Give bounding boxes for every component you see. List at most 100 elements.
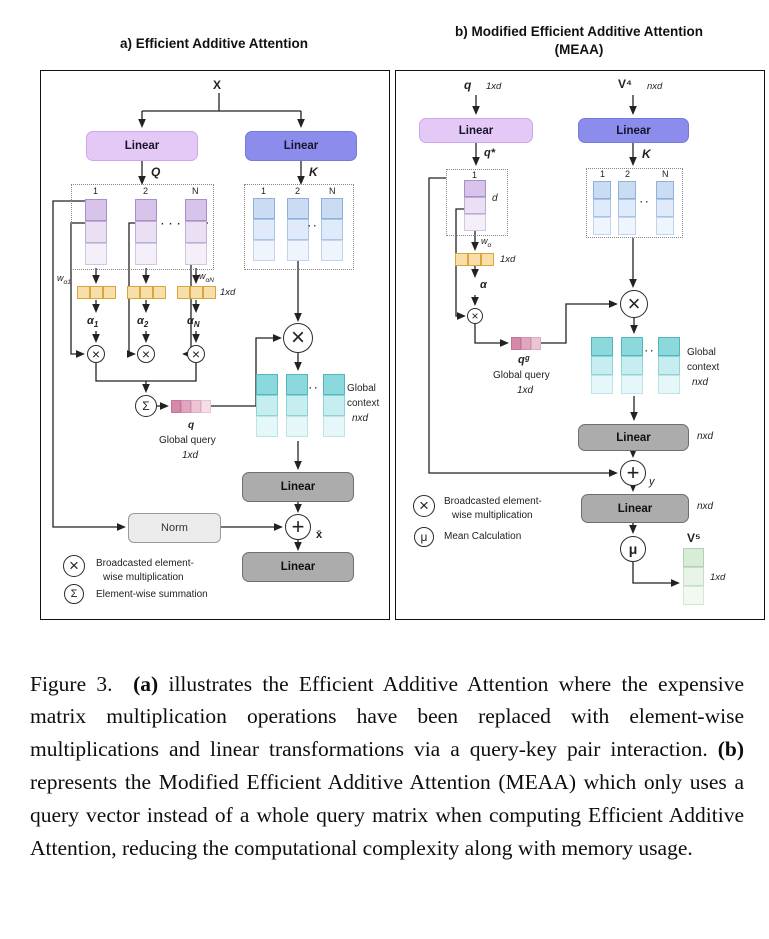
matrix-cell [656,199,674,217]
key-col-1-label: 1 [261,186,267,196]
query-col-n-label: N [192,186,199,196]
matrix-cell [286,416,308,437]
global-context-dim: nxd [692,377,709,388]
panel-b-meaa: q 1xd V⁴ nxd Linear Linear q* K 1 d 1 2 … [395,70,765,620]
panel-a-title: a) Efficient Additive Attention [120,36,308,51]
matrix-cell [85,221,107,243]
linear-context-box: Linear [242,472,354,502]
query-vector-column [464,180,486,231]
matrix-cell [531,337,541,350]
alpha-label: α [480,279,487,291]
multiply-node: × [187,345,205,363]
key-col-1-label: 1 [600,169,606,179]
matrix-cell [464,180,486,197]
key-col-2-label: 2 [625,169,631,179]
matrix-cell [287,198,309,219]
global-query-vector [511,337,541,350]
key-col-n-label: N [662,169,669,179]
matrix-cell [191,400,201,413]
matrix-cell [658,337,680,356]
key-ellipsis: · · [640,197,649,207]
q-input-dim: 1xd [486,81,502,92]
v4-input-label: V⁴ [618,77,632,91]
matrix-cell [656,217,674,235]
norm-box: Norm [128,513,221,543]
input-x-label: X [213,78,222,92]
matrix-cell [464,197,486,214]
caption-b-text: represents the Modified Efficient Additi… [30,770,744,860]
matrix-cell [321,219,343,240]
key-matrix-box [586,168,683,238]
matrix-cell [185,199,207,221]
d-dim-label: d [492,193,498,204]
global-context-label-1: Global [347,383,376,394]
query-vector-box [446,169,508,236]
linear-query-box: Linear [86,131,198,161]
key-column [287,198,309,261]
y-label: y [649,476,655,488]
alpha2-label: α2 [137,315,149,330]
global-query-name: q [188,420,195,431]
matrix-cell [683,548,704,567]
matrix-cell [593,181,611,199]
weight-row [177,286,216,299]
legend-multiply-icon: × [63,555,85,577]
matrix-cell [153,286,166,299]
matrix-cell [190,286,203,299]
matrix-cell [593,199,611,217]
matrix-cell [135,199,157,221]
matrix-cell [481,253,494,266]
legend-sum-label: Element-wise summation [96,589,208,600]
caption-b-marker: (b) [717,737,744,762]
sum-node: Σ [135,395,157,417]
key-column [656,181,674,235]
matrix-cell [135,221,157,243]
matrix-cell [286,374,308,395]
output-column [683,548,704,605]
matrix-cell [185,243,207,265]
context-column [591,337,613,394]
multiply-node: × [467,308,483,324]
matrix-cell [323,416,345,437]
k-matrix-label: K [309,165,318,179]
matrix-cell [85,243,107,265]
context-ellipsis: · · [645,346,654,356]
matrix-cell [658,375,680,394]
matrix-cell [321,198,343,219]
key-col-2-label: 2 [295,186,301,196]
mean-node: μ [620,536,646,562]
linear-output-box: Linear [581,494,689,523]
weight-row [455,253,494,266]
matrix-cell [103,286,116,299]
matrix-cell [85,199,107,221]
panel-b-title-line1: b) Modified Efficient Additive Attention [455,24,703,39]
matrix-cell [256,374,278,395]
weight-row [127,286,166,299]
matrix-cell [253,198,275,219]
matrix-cell [658,356,680,375]
matrix-cell [621,337,643,356]
v5-output-label: V⁵ [687,531,701,545]
matrix-cell [656,181,674,199]
multiply-node: × [137,345,155,363]
v5-output-dim: 1xd [710,572,726,583]
context-column [323,374,345,437]
key-column [253,198,275,261]
matrix-cell [253,219,275,240]
context-ellipsis: · · [309,383,318,393]
matrix-cell [683,586,704,605]
linear-context-box: Linear [578,424,689,451]
query-column [135,199,157,265]
add-node: + [620,460,646,486]
alphaN-label: αN [187,315,200,330]
matrix-cell [201,400,211,413]
key-matrix-box [244,184,354,270]
matrix-cell [253,240,275,261]
w-alphaN-label: wαN [199,271,214,284]
v4-input-dim: nxd [647,81,663,92]
query-matrix-box [71,184,214,270]
caption-prefix: Figure 3. [30,671,113,696]
context-column [621,337,643,394]
matrix-cell [256,395,278,416]
q-matrix-label: Q [151,165,161,179]
